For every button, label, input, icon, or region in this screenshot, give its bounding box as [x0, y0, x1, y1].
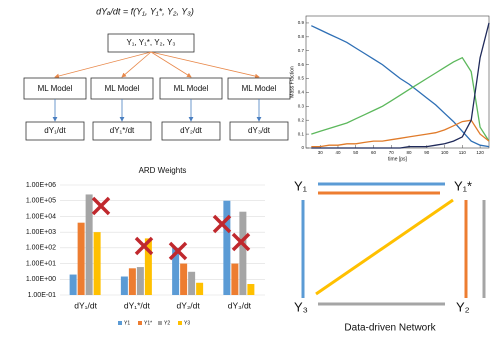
- legend-label: Y1*: [144, 320, 152, 326]
- arrow: [150, 51, 192, 78]
- bar: [128, 268, 136, 295]
- y-tick-label: 0.6: [298, 62, 305, 67]
- x-tick-label: 70: [389, 150, 395, 155]
- series-line: [311, 25, 490, 148]
- output-label: dY₃/dt: [248, 126, 271, 135]
- x-axis-label: time [ps]: [388, 156, 408, 162]
- series-line: [311, 22, 490, 149]
- bar: [231, 263, 239, 295]
- x-tick-label: 80: [407, 150, 413, 155]
- arrow: [121, 51, 152, 78]
- y-tick-label: 1.00E+04: [26, 213, 56, 220]
- bar: [85, 194, 93, 295]
- output-box: [229, 121, 289, 141]
- output-box: [161, 121, 221, 141]
- y-tick-label: 0.7: [298, 48, 305, 53]
- bar: [69, 274, 77, 295]
- bar: [188, 271, 196, 295]
- cross: [134, 236, 154, 256]
- x-tick-label: 120: [476, 150, 484, 155]
- arrow: [54, 51, 152, 79]
- input-label: Y₁, Y₁*, Y₂, Y₃: [126, 38, 175, 47]
- x-tick-label: 50: [353, 150, 359, 155]
- x-tick-label: 40: [335, 150, 341, 155]
- legend-label: Y2: [164, 320, 170, 326]
- x-tick-label: dY₁*/dt: [124, 300, 151, 310]
- output-label: dY₂/dt: [180, 126, 203, 135]
- node-label: Y₁: [294, 178, 308, 193]
- bar: [247, 284, 255, 295]
- y-axis-label: Mass Fraction: [289, 66, 295, 98]
- cross: [91, 196, 111, 216]
- model-label: ML Model: [105, 84, 140, 93]
- model-label: ML Model: [174, 84, 209, 93]
- bar: [93, 232, 101, 295]
- bar: [239, 211, 247, 295]
- x-tick-label: dY₂/dt: [177, 300, 201, 310]
- y-tick-label: 1.00E+02: [26, 245, 56, 252]
- equation: dYₐ/dt = f(Y₁, Y₁*, Y₂, Y₃): [96, 6, 194, 16]
- y-tick-label: 0.8: [298, 34, 305, 39]
- legend-swatch: [158, 321, 162, 325]
- series-line: [311, 119, 490, 148]
- legend-label: Y3: [184, 320, 190, 326]
- y-tick-label: 1.00E+06: [26, 182, 56, 189]
- x-tick-label: 30: [318, 150, 324, 155]
- bar: [136, 267, 144, 295]
- bar: [144, 238, 152, 295]
- y-tick-label: 0.1: [298, 131, 305, 136]
- caption: Data-driven Network: [344, 323, 436, 334]
- y-tick-label: 0.9: [298, 20, 305, 25]
- arrow: [150, 51, 260, 79]
- x-tick-label: 110: [459, 150, 467, 155]
- y-tick-label: 1.00E-01: [28, 292, 57, 299]
- output-label: dY₁*/dt: [110, 126, 135, 135]
- x-tick-label: 90: [424, 150, 430, 155]
- y-tick-label: 1.00E+01: [26, 260, 56, 267]
- chart-title: ARD Weights: [139, 166, 187, 175]
- network: Y₁ Y₁* Y₃ Y₂ Data-driven Network: [294, 178, 486, 334]
- y-tick-label: 0.5: [298, 76, 305, 81]
- node-label: Y₂: [456, 299, 470, 314]
- x-tick-label: 100: [441, 150, 449, 155]
- y-tick-label: 0: [301, 145, 304, 150]
- annotations: [91, 196, 251, 261]
- cross: [231, 232, 251, 252]
- cross: [212, 214, 232, 234]
- y-tick-label: 1.00E+03: [26, 229, 56, 236]
- bar: [223, 200, 231, 295]
- legend-label: Y1: [124, 320, 130, 326]
- bar: [196, 282, 204, 295]
- y-tick-label: 0.3: [298, 104, 305, 109]
- node-label: Y₁*: [454, 178, 472, 193]
- y-tick-label: 1.00E+00: [26, 276, 56, 283]
- output-box: [92, 121, 152, 141]
- y-tick-label: 0.4: [298, 90, 305, 95]
- x-tick-label: dY₁/dt: [74, 300, 97, 310]
- bar: [180, 263, 188, 295]
- x-tick-label: dY₃/dt: [228, 300, 252, 310]
- cross: [168, 241, 188, 261]
- legend-swatch: [178, 321, 182, 325]
- model-label: ML Model: [242, 84, 277, 93]
- y-tick-label: 0.2: [298, 117, 305, 122]
- model-label: ML Model: [38, 84, 73, 93]
- y-tick-label: 1.00E+05: [26, 198, 56, 205]
- legend-swatch: [118, 321, 122, 325]
- node-label: Y₃: [294, 299, 308, 314]
- output-box: [25, 121, 85, 141]
- bar: [120, 276, 128, 295]
- bar: [172, 247, 180, 295]
- x-tick-label: 60: [371, 150, 377, 155]
- series-line: [311, 56, 490, 142]
- edge: [315, 198, 454, 296]
- bar: [77, 222, 85, 295]
- output-label: dY₁/dt: [44, 126, 66, 135]
- legend-swatch: [138, 321, 142, 325]
